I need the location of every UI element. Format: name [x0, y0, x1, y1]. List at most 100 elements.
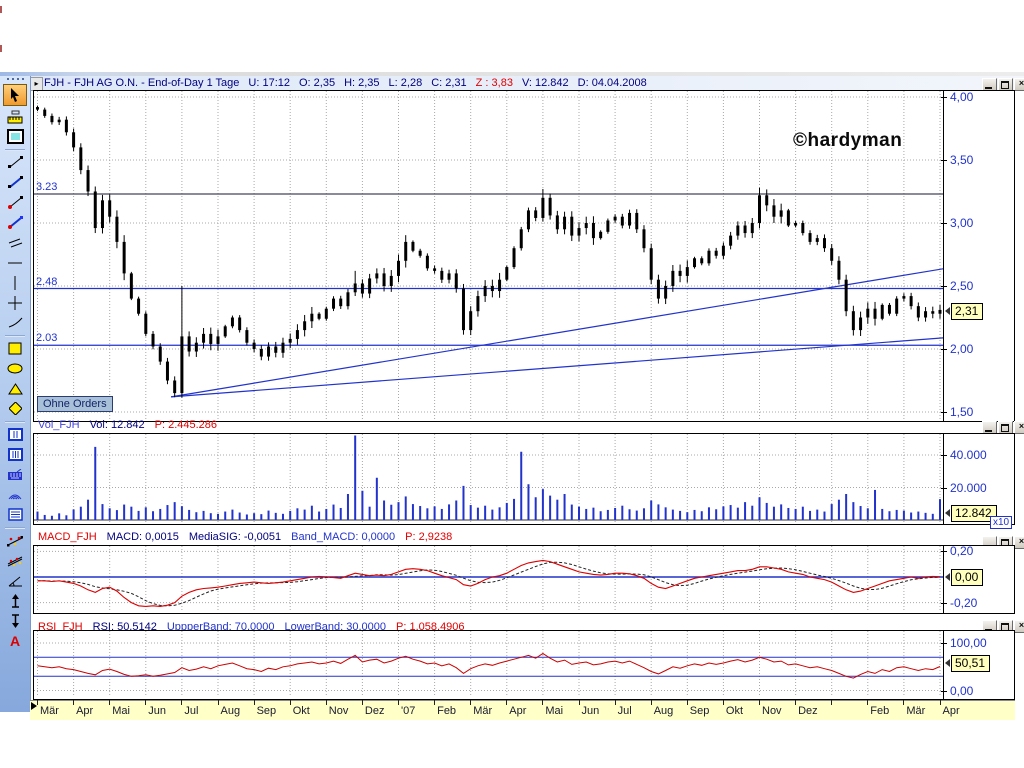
trendline-black-icon[interactable] — [3, 153, 27, 172]
time-axis-tick — [650, 700, 652, 705]
split-three-pane-icon[interactable] — [3, 445, 27, 464]
text-segment: FJH - FJH AG O.N. - End-of-Day 1 Tage — [44, 77, 240, 89]
notes-lines-icon[interactable] — [3, 505, 27, 524]
cursor-tool-icon[interactable] — [3, 84, 27, 106]
trendline-blue-icon[interactable] — [3, 173, 27, 192]
time-axis-month-label: Apr — [509, 705, 527, 717]
close-button[interactable]: × — [1014, 536, 1024, 549]
split-two-pane-icon[interactable] — [3, 425, 27, 444]
time-axis-tick — [867, 700, 869, 705]
close-button[interactable]: × — [1014, 620, 1024, 633]
price-panel — [33, 90, 1015, 422]
time-axis-tick — [361, 700, 363, 705]
zoom-region-icon[interactable] — [3, 127, 27, 146]
time-axis-month-label: Jun — [581, 705, 600, 717]
time-axis-tick — [831, 700, 833, 705]
last-volume-box: 12.842 — [951, 505, 997, 522]
time-axis-month-label: Aug — [220, 705, 241, 717]
volume-axis-label: 20.000 — [950, 480, 987, 495]
angle-tool-icon[interactable] — [3, 571, 27, 590]
diamond-shape-icon[interactable] — [3, 399, 27, 418]
text-segment: O: 2,35 — [299, 77, 336, 89]
text-segment: MediaSIG: -0,0051 — [188, 531, 282, 543]
axis-tick — [941, 690, 947, 692]
time-axis-tick — [614, 700, 616, 705]
close-button[interactable]: × — [1014, 421, 1024, 434]
expand-button[interactable]: ▸ — [30, 77, 43, 91]
close-button[interactable]: × — [1014, 78, 1024, 91]
time-axis-strip[interactable] — [30, 700, 1015, 720]
rsi-axis-label: 0,00 — [950, 683, 974, 698]
time-axis-month-label: Okt — [292, 705, 310, 717]
last-rsi-box: 50,51 — [951, 655, 991, 672]
rsi-chart-plot[interactable] — [34, 631, 943, 697]
multi-points-icon[interactable] — [3, 551, 27, 570]
time-axis-tick — [289, 700, 291, 705]
price-chart-plot[interactable] — [34, 91, 943, 419]
last-macd-box: 0,00 — [951, 569, 984, 586]
text-segment: V: 12.842 — [521, 77, 569, 89]
triangle-shape-icon[interactable] — [3, 379, 27, 398]
measure-ruler-icon[interactable] — [3, 107, 27, 126]
edge-artifact — [0, 6, 2, 13]
rectangle-shape-icon[interactable] — [3, 339, 27, 358]
rsi-panel — [33, 630, 1015, 700]
macd-axis-marker-arrow — [945, 573, 950, 581]
toolbar-grip-handle[interactable] — [6, 78, 24, 82]
axis-divider — [943, 91, 944, 421]
arrow-up-icon[interactable] — [3, 591, 27, 610]
time-axis-month-label: Mär — [906, 705, 926, 717]
trendline-red-blue-icon[interactable] — [3, 213, 27, 232]
volume-axis-marker-arrow — [945, 509, 950, 517]
time-axis-month-label: Jul — [184, 705, 199, 717]
trendline-red-black-icon[interactable] — [3, 193, 27, 212]
time-axis-month-label: Sep — [256, 705, 277, 717]
axis-tick — [941, 455, 947, 456]
time-axis-month-label: Mai — [112, 705, 130, 717]
toolbar-separator — [5, 149, 25, 150]
price-axis-label: 1,50 — [950, 405, 974, 419]
time-axis-month-label: Nov — [762, 705, 782, 717]
time-axis-month-label: Nov — [328, 705, 349, 717]
axis-tick — [941, 412, 947, 413]
text-segment: U: 17:12 — [248, 77, 290, 89]
axis-tick — [941, 643, 947, 644]
time-axis-tick — [939, 700, 941, 705]
text-segment: D: 04.04.2008 — [577, 77, 647, 89]
time-axis-tick — [73, 700, 75, 705]
arrow-down-icon[interactable] — [3, 611, 27, 630]
window-top-edge — [0, 72, 1024, 76]
time-axis-month-label: Jun — [148, 705, 167, 717]
ellipse-shape-icon[interactable] — [3, 359, 27, 378]
regression-dots-icon[interactable] — [3, 531, 27, 550]
cross-line-icon[interactable] — [3, 293, 27, 312]
support-line-label: 2.03 — [36, 332, 58, 345]
curve-tool-icon[interactable] — [3, 313, 27, 332]
time-axis-month-label: Feb — [870, 705, 890, 717]
axis-divider — [943, 631, 944, 699]
toolbar-separator — [5, 527, 25, 528]
text-tool-icon[interactable]: A — [9, 632, 21, 649]
volume-chart-plot[interactable] — [34, 434, 943, 522]
keyboard-icon[interactable] — [3, 465, 27, 484]
time-axis-tick — [506, 700, 508, 705]
axis-tick — [941, 487, 947, 489]
axis-start-arrow-icon — [31, 702, 37, 710]
horizontal-line-icon[interactable] — [3, 253, 27, 272]
watermark-text: ©hardyman — [793, 130, 903, 151]
fan-arcs-icon[interactable] — [3, 485, 27, 504]
time-axis-tick — [578, 700, 580, 705]
rsi-axis-label: 100,00 — [950, 636, 987, 650]
parallel-lines-icon[interactable] — [3, 233, 27, 252]
price-axis-label: 3,00 — [950, 216, 974, 230]
vertical-line-icon[interactable] — [3, 273, 27, 292]
axis-tick — [941, 551, 947, 553]
time-axis-month-label: Okt — [725, 705, 744, 717]
chart-title-text: FJH - FJH AG O.N. - End-of-Day 1 Tage U: … — [44, 77, 656, 89]
macd-chart-plot[interactable] — [34, 546, 943, 611]
text-segment: Vol: 12.842 — [89, 419, 145, 431]
orders-status-button[interactable]: Ohne Orders — [37, 396, 113, 412]
chart-window-titlebar[interactable] — [30, 76, 1024, 90]
time-axis-month-label: Mär — [473, 705, 493, 717]
